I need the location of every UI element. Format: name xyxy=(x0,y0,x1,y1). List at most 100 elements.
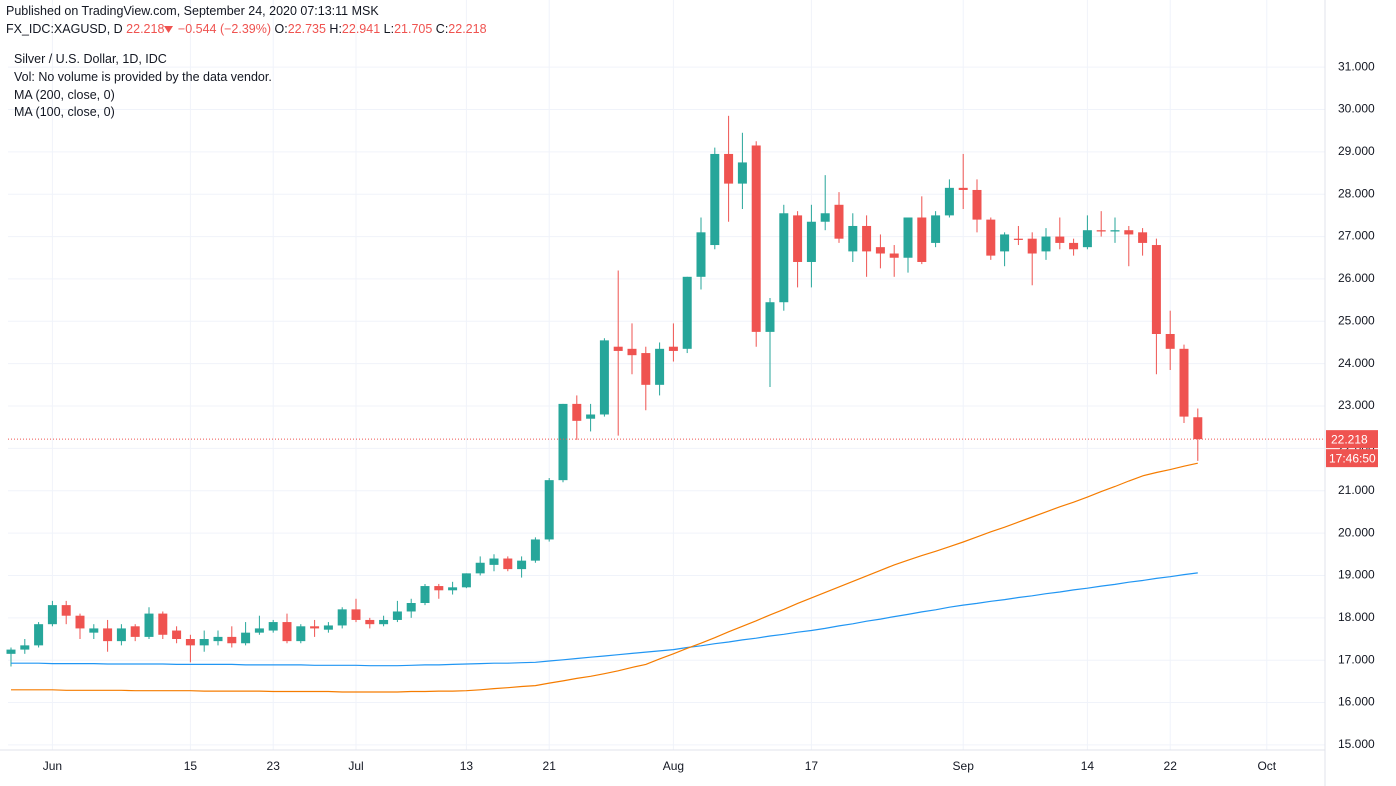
candle-body xyxy=(958,187,968,190)
candle-body xyxy=(751,145,761,332)
candle-body xyxy=(737,162,747,184)
candle-body xyxy=(599,340,609,415)
down-arrow xyxy=(164,26,174,34)
candle-body xyxy=(779,213,789,303)
candle-body xyxy=(875,247,885,254)
candle-body xyxy=(475,562,485,574)
change: −0.544 (−2.39%) xyxy=(177,22,272,36)
published-note: Published on TradingView.com, September … xyxy=(6,4,379,18)
y-tick-label: 23.000 xyxy=(1338,398,1375,412)
x-tick-label: 22 xyxy=(1164,759,1178,773)
candle-body xyxy=(862,225,872,252)
candle-body xyxy=(1069,242,1079,250)
candle-body xyxy=(448,587,458,591)
candle-body xyxy=(1165,333,1175,349)
candle-body xyxy=(765,302,775,332)
x-tick-label: 21 xyxy=(543,759,557,773)
candle-body xyxy=(392,611,402,620)
x-tick-label: 17 xyxy=(805,759,819,773)
candle-body xyxy=(47,605,57,625)
y-tick-label: 18.000 xyxy=(1338,610,1375,624)
y-tick-label: 19.000 xyxy=(1338,568,1375,582)
candle-body xyxy=(1110,230,1120,232)
candle-body xyxy=(903,217,913,258)
y-tick-label: 24.000 xyxy=(1338,356,1375,370)
candle-body xyxy=(1055,236,1065,243)
ohlc-label: C: xyxy=(435,22,449,36)
ma-line xyxy=(11,572,1198,667)
candle-body xyxy=(1013,238,1023,240)
x-tick-label: 13 xyxy=(460,759,474,773)
candle-body xyxy=(627,348,637,356)
y-tick-label: 28.000 xyxy=(1338,186,1375,200)
candle-body xyxy=(1138,232,1148,243)
candle-body xyxy=(323,625,333,630)
price-label: 22.218 xyxy=(1331,432,1368,446)
candle-body xyxy=(227,636,237,644)
candle-body xyxy=(668,346,678,351)
candle-body xyxy=(89,628,99,633)
candle-body xyxy=(972,189,982,220)
candle-body xyxy=(572,403,582,421)
y-tick-label: 15.000 xyxy=(1338,737,1375,751)
candle-body xyxy=(406,603,416,612)
legend-volume: Vol: No volume is provided by the data v… xyxy=(14,70,272,84)
candle-body xyxy=(103,628,113,642)
candle-body xyxy=(820,213,830,222)
candle-body xyxy=(806,221,816,262)
x-tick-label: 15 xyxy=(184,759,198,773)
countdown: 17:46:50 xyxy=(1329,451,1376,465)
candle-body xyxy=(20,645,30,650)
candle-body xyxy=(489,558,499,565)
symbol-line: FX_IDC:XAGUSD, D 22.218 −0.544 (−2.39%) … xyxy=(6,22,487,36)
candle-body xyxy=(337,609,347,626)
candle-body xyxy=(461,573,471,588)
price-label-box xyxy=(1326,430,1378,449)
candle-body xyxy=(944,187,954,216)
ma-line xyxy=(11,462,1198,693)
y-tick-label: 25.000 xyxy=(1338,313,1375,327)
candle-body xyxy=(199,639,209,646)
y-tick-label: 29.000 xyxy=(1338,144,1375,158)
candle-body xyxy=(848,225,858,252)
candle-body xyxy=(1179,348,1189,417)
ohlc-label: L: xyxy=(383,22,395,36)
legend-ma: MA (100, close, 0) xyxy=(14,105,115,119)
candle-body xyxy=(586,414,596,419)
candle-body xyxy=(1027,238,1037,254)
low-value: 21.705 xyxy=(394,22,433,36)
y-tick-label: 26.000 xyxy=(1338,271,1375,285)
candle-body xyxy=(351,609,361,620)
candle-body xyxy=(889,253,899,258)
y-tick-label: 20.000 xyxy=(1338,525,1375,539)
candle-body xyxy=(641,353,651,385)
last-price: 22.218 xyxy=(126,22,165,36)
candle-body xyxy=(517,560,527,570)
candle-body xyxy=(931,215,941,243)
countdown-box xyxy=(1326,449,1378,468)
candle-body xyxy=(1193,417,1203,440)
y-tick-label: 27.000 xyxy=(1338,229,1375,243)
candle-body xyxy=(1096,230,1106,232)
candle-body xyxy=(530,539,540,561)
candle-body xyxy=(144,613,154,637)
x-tick-label: Jul xyxy=(348,759,363,773)
candle-body xyxy=(724,153,734,184)
candle-body xyxy=(158,613,168,635)
ohlc-label: H: xyxy=(329,22,342,36)
candle-body xyxy=(1000,234,1010,252)
candle-body xyxy=(917,217,927,262)
candle-body xyxy=(682,276,692,349)
candle-body xyxy=(434,586,444,591)
candle-body xyxy=(834,204,844,239)
candle-body xyxy=(655,348,665,385)
y-tick-label: 21.000 xyxy=(1338,483,1375,497)
candle-body xyxy=(61,605,71,616)
x-tick-label: Sep xyxy=(953,759,975,773)
legend-ma: MA (200, close, 0) xyxy=(14,88,115,102)
x-tick-label: Oct xyxy=(1257,759,1276,773)
candle-body xyxy=(282,622,292,642)
y-tick-label: 17.000 xyxy=(1338,652,1375,666)
candle-body xyxy=(172,630,182,640)
